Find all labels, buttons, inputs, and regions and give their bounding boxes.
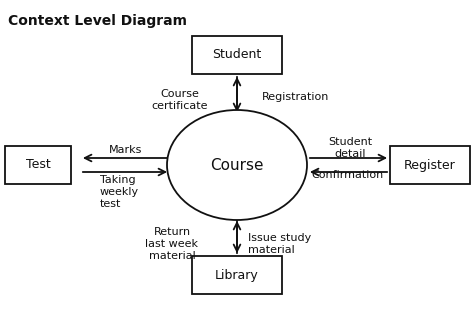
Text: Course: Course <box>210 157 264 172</box>
Text: Test: Test <box>26 158 50 172</box>
Ellipse shape <box>167 110 307 220</box>
Bar <box>390 146 470 184</box>
Bar <box>192 256 282 294</box>
Bar <box>192 36 282 74</box>
Text: Course
certificate: Course certificate <box>152 89 208 111</box>
Bar <box>5 146 71 184</box>
Text: Student
detail: Student detail <box>328 137 372 159</box>
Text: Issue study
material: Issue study material <box>248 233 311 255</box>
Text: Marks: Marks <box>109 145 143 155</box>
Text: Return
last week
material: Return last week material <box>146 228 199 261</box>
Text: Library: Library <box>215 269 259 281</box>
Text: Confirmation: Confirmation <box>312 170 384 180</box>
Text: Student: Student <box>212 49 262 61</box>
Text: Register: Register <box>404 158 456 172</box>
Text: Context Level Diagram: Context Level Diagram <box>8 14 187 28</box>
Text: Registration: Registration <box>262 92 329 102</box>
Text: Taking
weekly
test: Taking weekly test <box>100 175 139 208</box>
